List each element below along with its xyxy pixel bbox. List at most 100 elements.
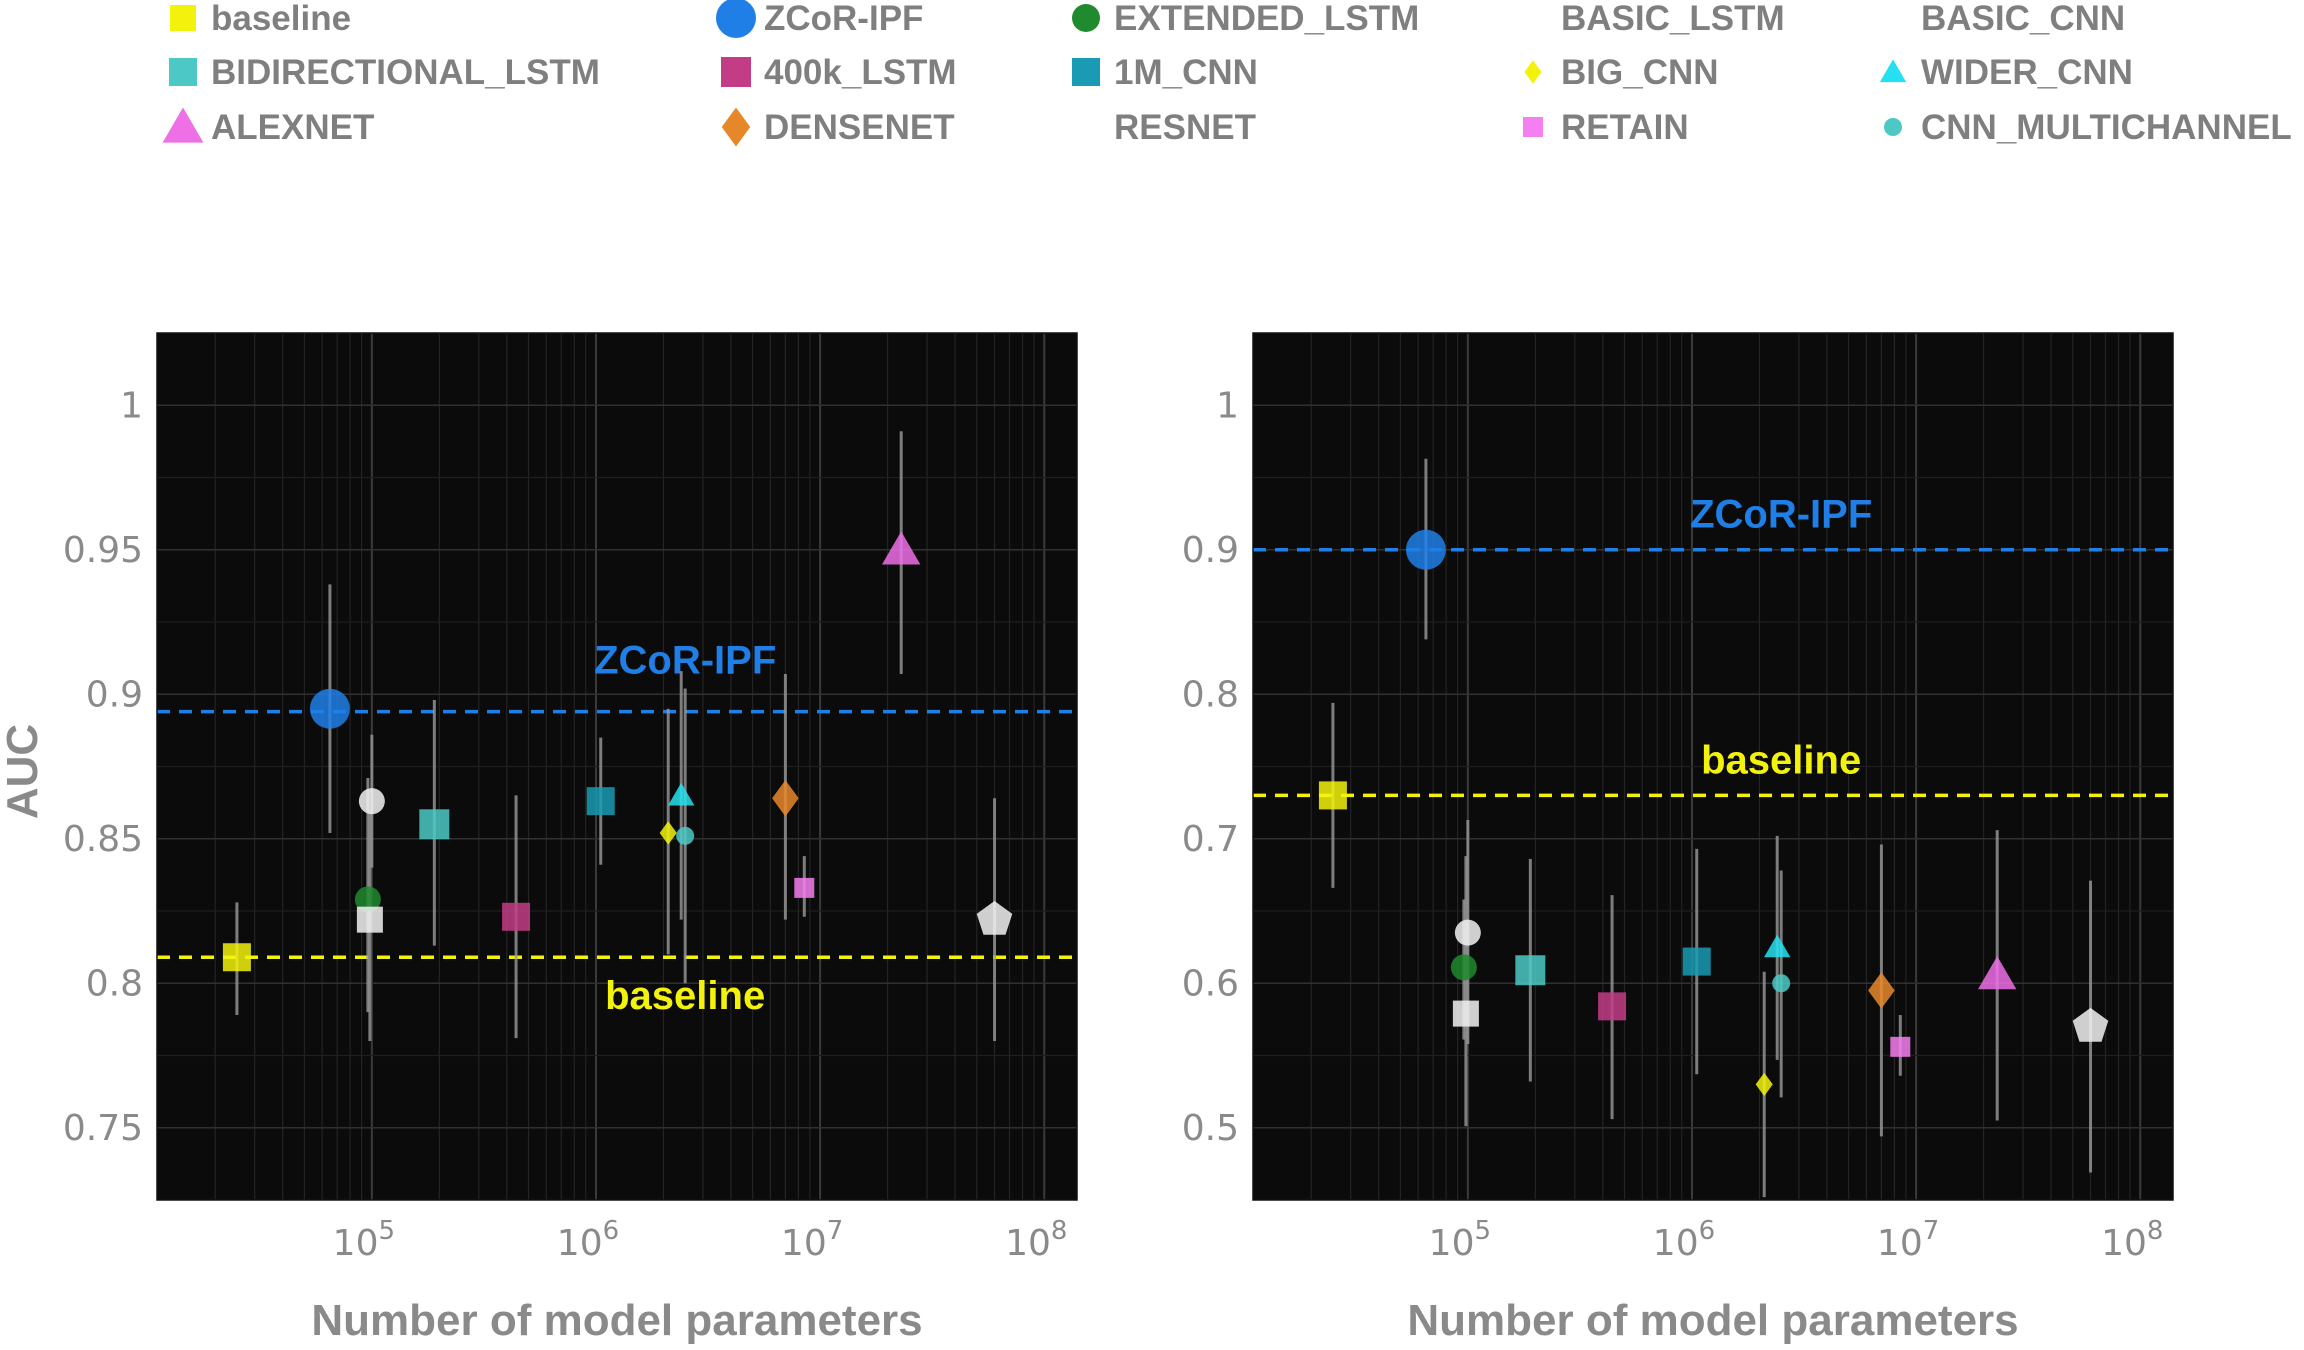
legend-label-densenet: DENSENET	[764, 108, 955, 147]
point-alexnet	[881, 531, 921, 565]
point-extended-lstm	[1450, 954, 1477, 981]
legend-label-big-cnn: BIG_CNN	[1561, 53, 1719, 92]
left-chart-panel: 0.75 0.8 0.85 0.9 0.95 1 105 106 107 108 Number of…	[0, 332, 1078, 1345]
legend-item-basic-cnn: BASIC_CNN	[1921, 0, 2125, 38]
point-extended-lstm	[354, 886, 381, 913]
legend-marker-big-cnn	[1524, 60, 1542, 84]
point-bidirectional-lstm	[1515, 955, 1546, 986]
legend: baseline ZCoR-IPF EXTENDED_LSTM BASIC_LSTM B…	[162, 0, 2292, 147]
point-basic-lstm	[1454, 919, 1481, 946]
legend-marker-bidirectional-lstm	[169, 58, 197, 86]
point-big-cnn	[1755, 1072, 1773, 1097]
legend-label-zcor-ipf: ZCoR-IPF	[764, 0, 923, 38]
y-axis-title: AUC	[0, 724, 47, 819]
legend-label-alexnet: ALEXNET	[211, 108, 374, 147]
point-basic-lstm	[358, 788, 385, 815]
legend-item-big-cnn: BIG_CNN	[1524, 53, 1719, 92]
x-axis-title: Number of model parameters	[1407, 1296, 2018, 1345]
legend-label-400k-lstm: 400k_LSTM	[764, 53, 957, 92]
legend-label-wider-cnn: WIDER_CNN	[1921, 53, 2133, 92]
x-tick-label: 107	[1877, 1216, 1939, 1264]
legend-item-bidirectional-lstm: BIDIRECTIONAL_LSTM	[169, 53, 600, 92]
point-cnn-multichannel	[1772, 974, 1791, 993]
legend-marker-1m-cnn	[1072, 58, 1100, 86]
y-tick-label: 0.85	[63, 819, 143, 860]
legend-marker-retain	[1523, 117, 1543, 137]
x-axis-title: Number of model parameters	[311, 1296, 922, 1345]
legend-label-bidirectional-lstm: BIDIRECTIONAL_LSTM	[211, 53, 600, 92]
grid	[157, 333, 1077, 1200]
point-bidirectional-lstm	[419, 809, 450, 840]
point-retain	[794, 877, 815, 898]
legend-item-zcor-ipf: ZCoR-IPF	[716, 0, 923, 38]
point-zcor-ipf	[1405, 529, 1446, 570]
legend-marker-cnn-multichannel	[1884, 118, 1902, 136]
legend-item-400k-lstm: 400k_LSTM	[721, 53, 957, 92]
legend-item-extended-lstm: EXTENDED_LSTM	[1072, 0, 1419, 38]
legend-item-cnn-multichannel: CNN_MULTICHANNEL	[1884, 108, 2292, 147]
point-alexnet	[1977, 956, 2017, 990]
x-tick-label: 105	[333, 1216, 395, 1264]
legend-item-wider-cnn: WIDER_CNN	[1879, 53, 2133, 92]
plot-frame	[1252, 332, 2174, 1201]
point-400k-lstm	[502, 902, 531, 931]
point-1m-cnn	[1682, 947, 1711, 976]
legend-item-resnet: RESNET	[1114, 108, 1256, 147]
legend-label-extended-lstm: EXTENDED_LSTM	[1114, 0, 1419, 38]
plot-frame	[156, 332, 1078, 1201]
y-tick-label: 0.5	[1182, 1108, 1239, 1149]
legend-marker-zcor-ipf	[716, 0, 756, 38]
reference-label-zcor-ipf: ZCoR-IPF	[1690, 493, 1872, 537]
y-tick-label: 0.75	[63, 1108, 143, 1149]
point-densenet	[772, 780, 799, 817]
y-tick-label: 0.95	[63, 530, 143, 571]
legend-item-1m-cnn: 1M_CNN	[1072, 53, 1258, 92]
point-baseline	[222, 943, 251, 972]
x-tick-label: 106	[557, 1216, 619, 1264]
y-tick-label: 1	[120, 385, 143, 426]
legend-item-basic-lstm: BASIC_LSTM	[1561, 0, 1785, 38]
point-resnet	[976, 901, 1013, 935]
y-tick-label: 0.9	[1182, 530, 1239, 571]
legend-marker-baseline	[170, 5, 196, 31]
legend-item-retain: RETAIN	[1523, 108, 1689, 147]
y-tick-label: 0.7	[1182, 819, 1239, 860]
legend-label-baseline: baseline	[211, 0, 351, 38]
y-tick-label: 1	[1216, 385, 1239, 426]
point-wider-cnn	[668, 782, 695, 806]
point-400k-lstm	[1598, 992, 1627, 1021]
x-tick-label: 108	[2101, 1216, 2163, 1264]
point-basic-cnn	[356, 906, 383, 933]
legend-item-baseline: baseline	[170, 0, 351, 38]
legend-item-alexnet: ALEXNET	[162, 107, 374, 147]
point-baseline	[1318, 781, 1347, 810]
point-zcor-ipf	[309, 688, 350, 729]
legend-label-basic-lstm: BASIC_LSTM	[1561, 0, 1785, 38]
legend-marker-400k-lstm	[721, 57, 751, 87]
legend-label-retain: RETAIN	[1561, 108, 1689, 147]
legend-marker-extended-lstm	[1072, 4, 1100, 32]
legend-marker-wider-cnn	[1879, 59, 1907, 83]
reference-label-baseline: baseline	[1701, 738, 1861, 782]
point-basic-cnn	[1452, 1000, 1479, 1027]
x-tick-label: 105	[1429, 1216, 1491, 1264]
reference-label-zcor-ipf: ZCoR-IPF	[594, 639, 776, 683]
point-big-cnn	[659, 821, 677, 845]
legend-marker-densenet	[721, 107, 751, 147]
point-cnn-multichannel	[676, 826, 695, 845]
legend-item-densenet: DENSENET	[721, 107, 955, 147]
point-wider-cnn	[1764, 934, 1791, 958]
legend-label-1m-cnn: 1M_CNN	[1114, 53, 1258, 92]
x-tick-label: 107	[781, 1216, 843, 1264]
point-1m-cnn	[586, 787, 615, 816]
legend-label-resnet: RESNET	[1114, 108, 1256, 147]
y-tick-label: 0.8	[1182, 674, 1239, 715]
point-resnet	[2072, 1007, 2109, 1042]
x-tick-label: 108	[1005, 1216, 1067, 1264]
right-chart-panel: 0.5 0.6 0.7 0.8 0.9 1 105 106 107 108 Number of mo…	[1182, 332, 2174, 1345]
y-tick-label: 0.8	[86, 963, 143, 1004]
y-tick-label: 0.6	[1182, 963, 1239, 1004]
point-densenet	[1868, 972, 1895, 1009]
legend-label-cnn-multichannel: CNN_MULTICHANNEL	[1921, 108, 2292, 147]
